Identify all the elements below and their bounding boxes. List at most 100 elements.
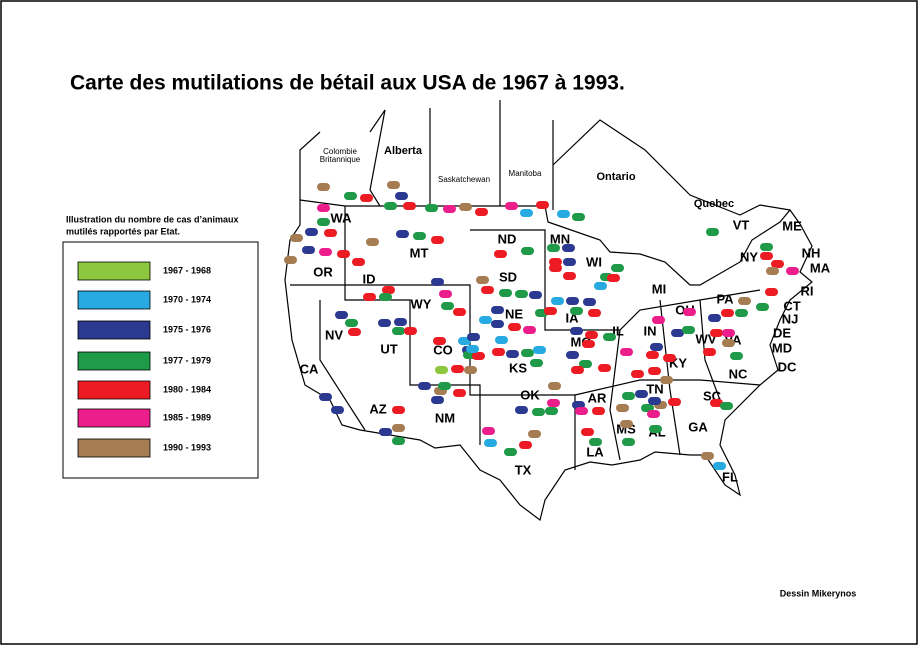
case-marker — [622, 438, 635, 446]
case-marker — [508, 323, 521, 331]
legend-swatch — [77, 320, 151, 340]
case-marker — [492, 348, 505, 356]
case-marker — [506, 350, 519, 358]
state-label: TX — [515, 462, 532, 477]
case-marker — [479, 316, 492, 324]
case-marker — [557, 210, 570, 218]
case-marker — [335, 311, 348, 319]
case-marker — [317, 204, 330, 212]
legend-label: 1977 - 1979 — [163, 355, 211, 365]
province-label: Colombie — [323, 147, 357, 156]
case-marker — [337, 250, 350, 258]
case-marker — [641, 404, 654, 412]
case-marker — [549, 258, 562, 266]
case-marker — [505, 202, 518, 210]
legend-swatch — [77, 438, 151, 458]
state-label: NM — [435, 410, 455, 425]
case-marker — [475, 208, 488, 216]
case-marker — [348, 328, 361, 336]
case-marker — [652, 316, 665, 324]
case-marker — [701, 452, 714, 460]
case-marker — [515, 290, 528, 298]
case-marker — [495, 336, 508, 344]
case-marker — [431, 396, 444, 404]
case-marker — [563, 258, 576, 266]
case-marker — [765, 288, 778, 296]
case-marker — [589, 438, 602, 446]
case-marker — [319, 393, 332, 401]
state-label: VT — [733, 217, 750, 232]
case-marker — [491, 320, 504, 328]
case-marker — [722, 339, 735, 347]
case-marker — [551, 297, 564, 305]
legend-label: 1970 - 1974 — [163, 294, 211, 304]
case-marker — [387, 181, 400, 189]
case-marker — [548, 382, 561, 390]
case-marker — [549, 264, 562, 272]
state-label: GA — [688, 419, 708, 434]
case-marker — [566, 297, 579, 305]
case-marker — [519, 441, 532, 449]
state-label: KS — [509, 360, 527, 375]
case-marker — [721, 309, 734, 317]
state-label: SD — [499, 269, 517, 284]
case-marker — [520, 209, 533, 217]
case-marker — [706, 228, 719, 236]
case-marker — [532, 408, 545, 416]
case-marker — [379, 428, 392, 436]
case-marker — [708, 314, 721, 322]
case-marker — [713, 462, 726, 470]
case-marker — [290, 234, 303, 242]
state-label: ND — [498, 231, 517, 246]
case-marker — [663, 354, 676, 362]
state-label: ID — [363, 271, 376, 286]
case-marker — [491, 306, 504, 314]
case-marker — [575, 407, 588, 415]
legend-label: 1967 - 1968 — [163, 265, 211, 275]
case-marker — [648, 367, 661, 375]
case-marker — [592, 407, 605, 415]
case-marker — [441, 302, 454, 310]
state-label: IN — [644, 323, 657, 338]
case-marker — [668, 398, 681, 406]
case-marker — [735, 309, 748, 317]
case-marker — [570, 327, 583, 335]
case-marker — [536, 201, 549, 209]
case-marker — [660, 376, 673, 384]
legend-title: Illustration du nombre de cas d’animaux — [66, 214, 239, 224]
state-label: IL — [612, 323, 624, 338]
state-label: DC — [778, 359, 797, 374]
state-label: WA — [331, 210, 353, 225]
case-marker — [453, 389, 466, 397]
state-label: NH — [802, 245, 821, 260]
case-marker — [603, 333, 616, 341]
case-marker — [572, 213, 585, 221]
state-label: MA — [810, 260, 831, 275]
case-marker — [425, 204, 438, 212]
case-marker — [396, 230, 409, 238]
case-marker — [521, 247, 534, 255]
state-label: OK — [520, 387, 540, 402]
case-marker — [671, 329, 684, 337]
case-marker — [305, 228, 318, 236]
case-marker — [324, 229, 337, 237]
case-marker — [467, 333, 480, 341]
case-marker — [620, 420, 633, 428]
case-marker — [523, 326, 536, 334]
legend-label: 1975 - 1976 — [163, 324, 211, 334]
case-marker — [683, 308, 696, 316]
province-label: Britannique — [320, 155, 361, 164]
state-label: DE — [773, 325, 791, 340]
legend-swatch — [77, 261, 151, 281]
case-marker — [392, 424, 405, 432]
case-marker — [594, 282, 607, 290]
province-label: Saskatchewan — [438, 175, 490, 184]
case-marker — [562, 244, 575, 252]
case-marker — [722, 329, 735, 337]
case-marker — [545, 407, 558, 415]
case-marker — [585, 331, 598, 339]
case-marker — [529, 291, 542, 299]
case-marker — [533, 346, 546, 354]
case-marker — [710, 329, 723, 337]
